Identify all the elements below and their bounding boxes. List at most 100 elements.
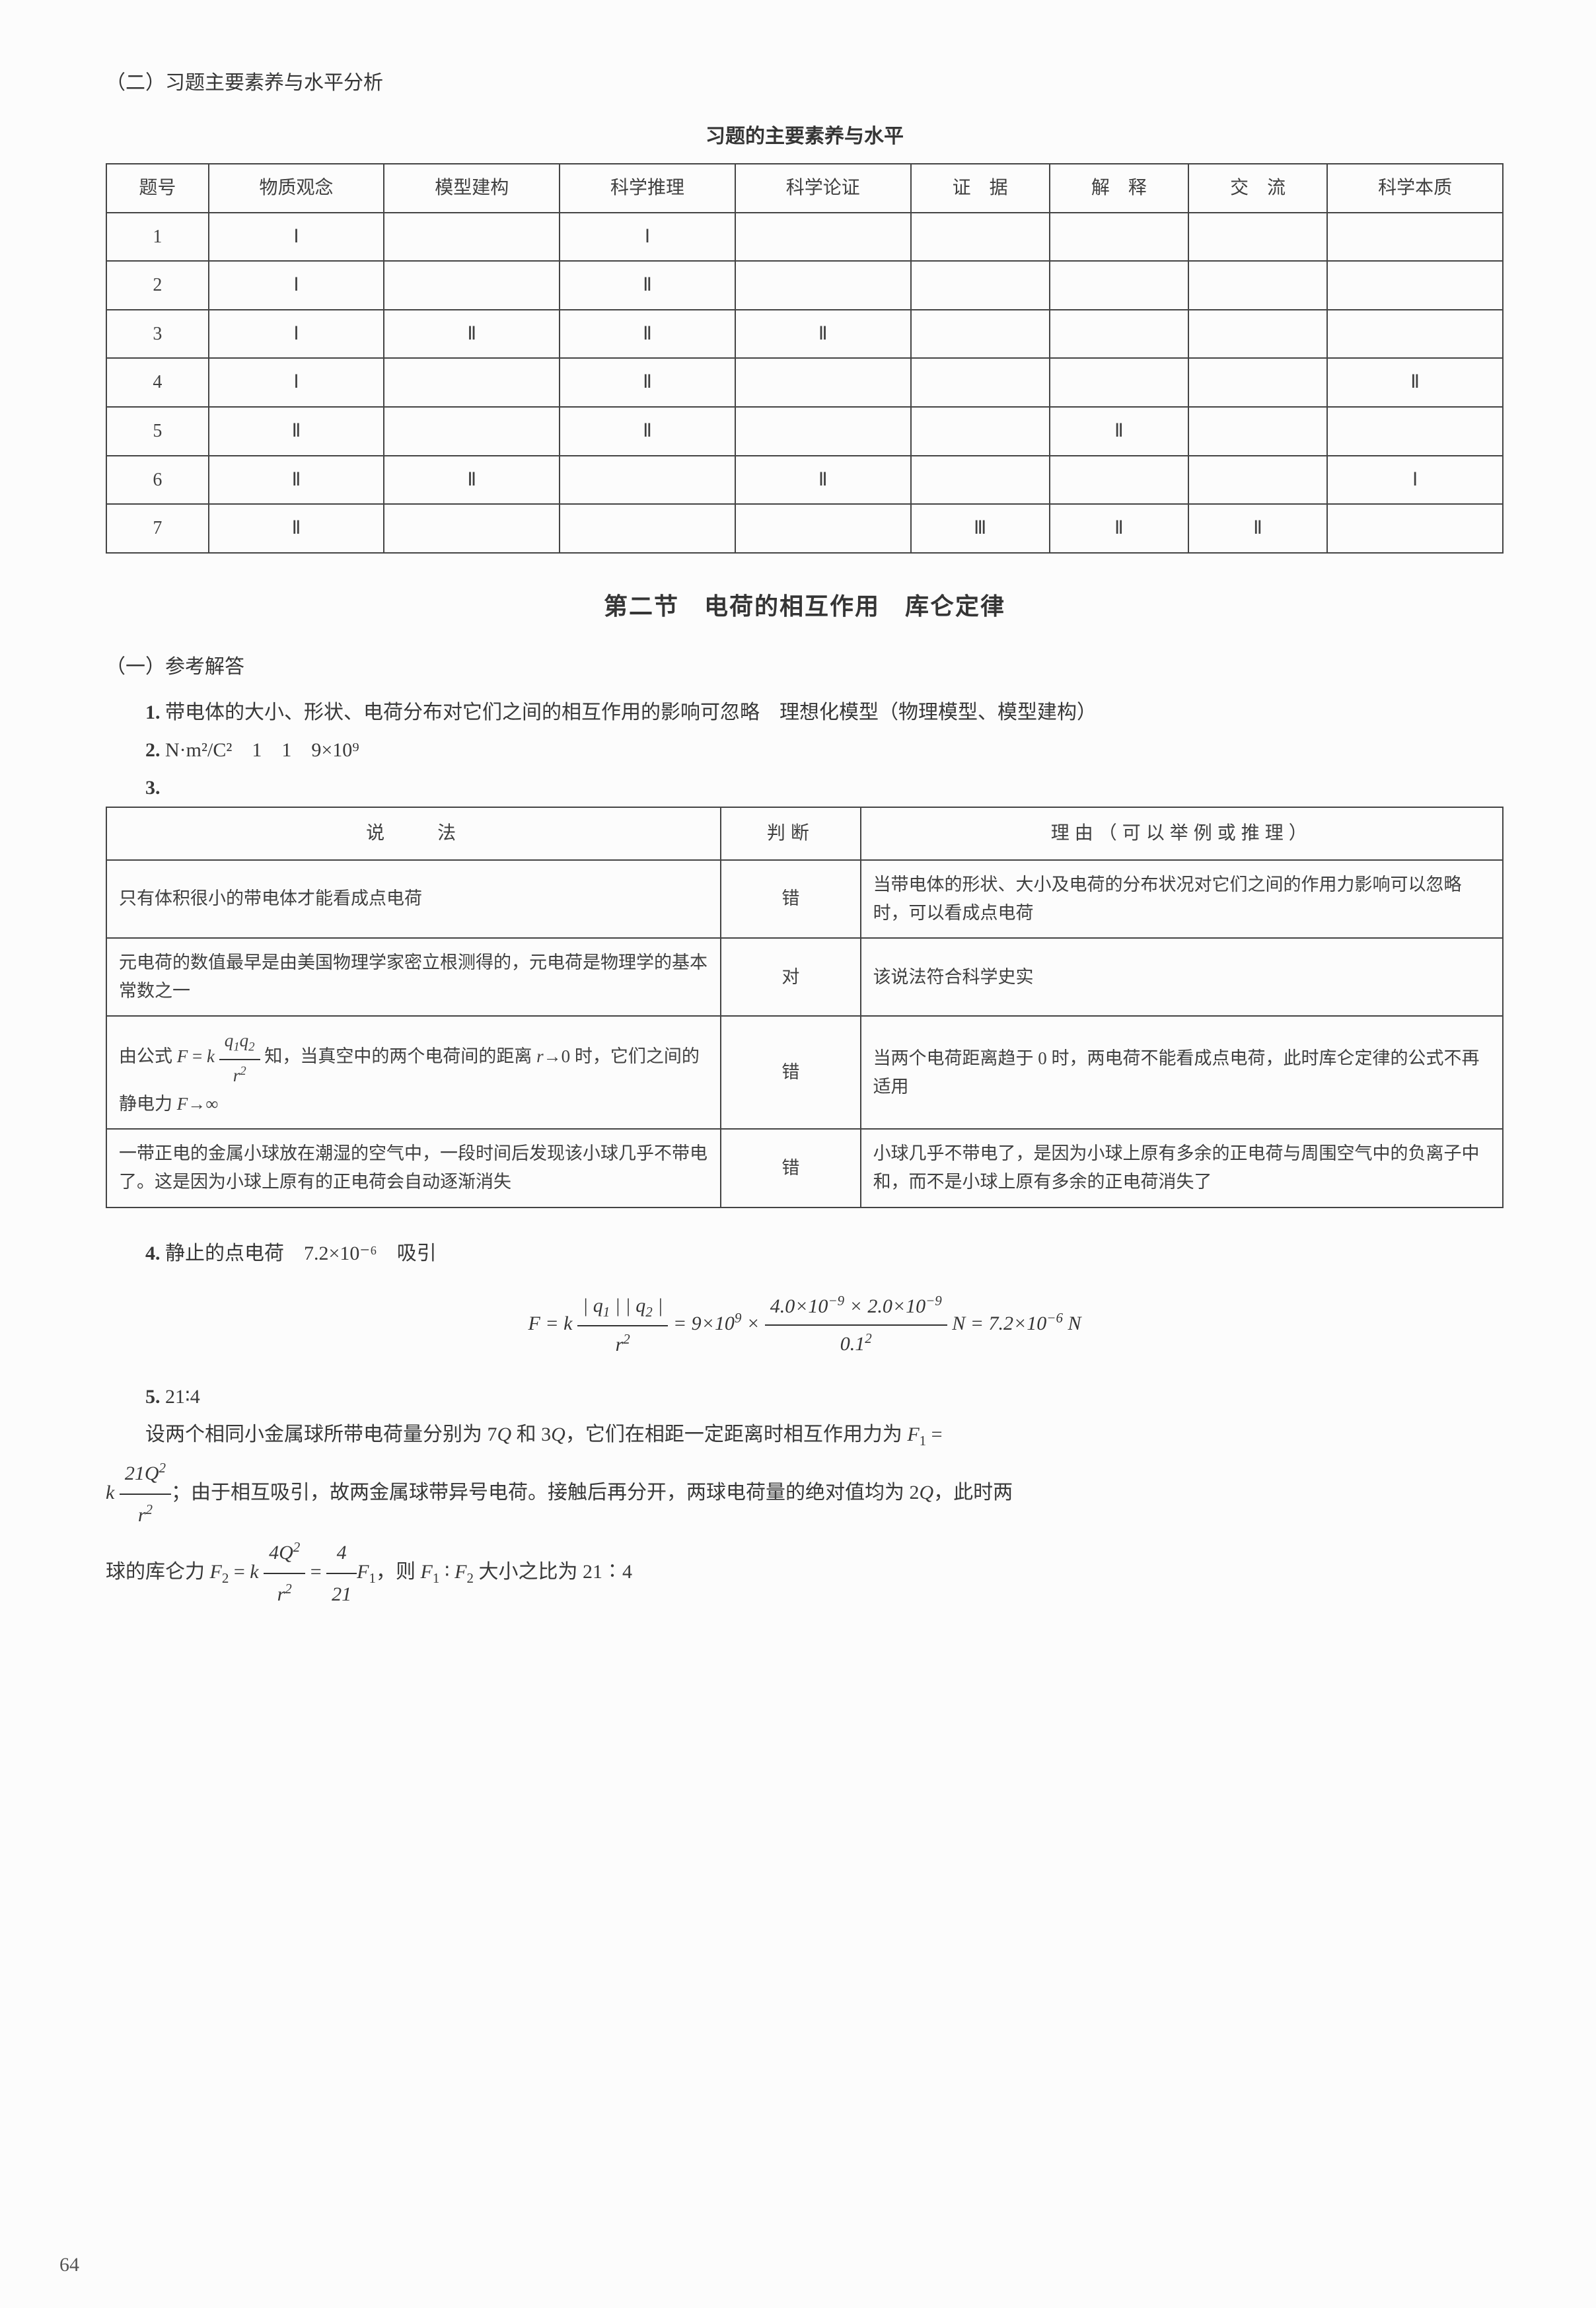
text: 设两个相同小金属球所带电荷量分别为 7	[145, 1424, 497, 1445]
table-cell	[1050, 456, 1188, 505]
table-cell: Ⅱ	[384, 310, 560, 359]
table-cell	[384, 358, 560, 407]
answer-text: 带电体的大小、形状、电荷分布对它们之间的相互作用的影响可忽略 理想化模型（物理模…	[161, 702, 1097, 723]
th: 判断	[721, 807, 860, 860]
table-row: 由公式 F = k q1q2r2 知，当真空中的两个电荷间的距离 r→0 时，它…	[106, 1016, 1503, 1129]
th: 交 流	[1188, 164, 1327, 213]
table-cell: 4	[106, 358, 209, 407]
table-cell-judgment: 错	[721, 860, 860, 938]
th: 物质观念	[209, 164, 384, 213]
th: 科学本质	[1327, 164, 1503, 213]
table-cell: Ⅰ	[560, 213, 735, 262]
table-cell: 7	[106, 504, 209, 553]
table-cell-reason: 小球几乎不带电了，是因为小球上原有多余的正电荷与周围空气中的负离子中和，而不是小…	[861, 1129, 1503, 1207]
table-cell	[560, 504, 735, 553]
text: ，则	[376, 1561, 421, 1583]
table-cell-judgment: 对	[721, 938, 860, 1016]
table-cell	[1050, 261, 1188, 310]
table-cell: Ⅱ	[1050, 407, 1188, 456]
table-cell-description: 一带正电的金属小球放在潮湿的空气中，一段时间后发现该小球几乎不带电了。这是因为小…	[106, 1129, 721, 1207]
table-cell	[384, 407, 560, 456]
table-row: 5ⅡⅡⅡ	[106, 407, 1503, 456]
table-cell: Ⅱ	[1327, 358, 1503, 407]
table-cell: Ⅰ	[1327, 456, 1503, 505]
table-cell-reason: 当带电体的形状、大小及电荷的分布状况对它们之间的作用力影响可以忽略时，可以看成点…	[861, 860, 1503, 938]
table-cell: Ⅰ	[209, 213, 384, 262]
answer-5-explanation-1: 设两个相同小金属球所带电荷量分别为 7Q 和 3Q，它们在相距一定距离时相互作用…	[106, 1416, 1504, 1455]
table-cell	[1050, 358, 1188, 407]
page-number: 64	[59, 2248, 79, 2282]
table-cell	[735, 504, 911, 553]
formula-f-equals: F = k | q1 | | q2 | r2 = 9×109 × 4.0×10−…	[106, 1289, 1504, 1362]
table-cell	[1327, 310, 1503, 359]
table-cell	[1188, 456, 1327, 505]
table-cell: Ⅲ	[911, 504, 1050, 553]
table-cell: 1	[106, 213, 209, 262]
table-cell	[1327, 407, 1503, 456]
text: ，此时两	[933, 1482, 1013, 1503]
table-cell	[911, 310, 1050, 359]
item-number: 5.	[145, 1386, 161, 1408]
table-header-row: 说 法 判断 理由（可以举例或推理）	[106, 807, 1503, 860]
answer-2: 2. N·m²/C² 1 1 9×10⁹	[106, 731, 1504, 769]
table-row: 只有体积很小的带电体才能看成点电荷错当带电体的形状、大小及电荷的分布状况对它们之…	[106, 860, 1503, 938]
table-row: 4Ⅰ Ⅱ Ⅱ	[106, 358, 1503, 407]
item-number: 2.	[145, 739, 161, 761]
table-cell: Ⅱ	[209, 504, 384, 553]
table-cell	[1188, 310, 1327, 359]
table-cell: Ⅰ	[209, 358, 384, 407]
table-cell: Ⅱ	[209, 407, 384, 456]
table-cell	[1188, 407, 1327, 456]
table-header-row: 题号 物质观念 模型建构 科学推理 科学论证 证 据 解 释 交 流 科学本质	[106, 164, 1503, 213]
th: 模型建构	[384, 164, 560, 213]
chapter-title: 第二节 电荷的相互作用 库仑定律	[106, 587, 1504, 627]
text: ，它们在相距一定距离时相互作用力为	[565, 1424, 908, 1445]
table-cell: Ⅱ	[1188, 504, 1327, 553]
table-cell-reason: 当两个电荷距离趋于 0 时，两电荷不能看成点电荷，此时库仑定律的公式不再适用	[861, 1016, 1503, 1129]
table-cell-description: 只有体积很小的带电体才能看成点电荷	[106, 860, 721, 938]
subsection-heading: （一）参考解答	[106, 650, 1504, 684]
table-cell	[384, 261, 560, 310]
table-cell-judgment: 错	[721, 1016, 860, 1129]
table-cell	[384, 504, 560, 553]
table-row: 7ⅡⅢⅡⅡ	[106, 504, 1503, 553]
table-cell: Ⅱ	[1050, 504, 1188, 553]
table-cell-reason: 该说法符合科学史实	[861, 938, 1503, 1016]
text: =	[926, 1424, 942, 1445]
table-cell-description: 由公式 F = k q1q2r2 知，当真空中的两个电荷间的距离 r→0 时，它…	[106, 1016, 721, 1129]
table-cell	[735, 358, 911, 407]
answer-5-explanation-2: k 21Q2 r2 ；由于相互吸引，故两金属球带异号电荷。接触后再分开，两球电荷…	[106, 1455, 1504, 1534]
table-row: 2ⅠⅡ	[106, 261, 1503, 310]
table-cell	[1050, 310, 1188, 359]
table-row: 3ⅠⅡⅡⅡ	[106, 310, 1503, 359]
table-cell	[911, 456, 1050, 505]
table-cell	[911, 407, 1050, 456]
item-number: 3.	[145, 777, 161, 799]
table-cell	[1327, 261, 1503, 310]
table-cell: Ⅱ	[560, 261, 735, 310]
competency-table: 题号 物质观念 模型建构 科学推理 科学论证 证 据 解 释 交 流 科学本质 …	[106, 163, 1504, 554]
answer-5: 5. 21∶4	[106, 1378, 1504, 1416]
th: 理由（可以举例或推理）	[861, 807, 1503, 860]
table-cell-description: 元电荷的数值最早是由美国物理学家密立根测得的，元电荷是物理学的基本常数之一	[106, 938, 721, 1016]
table-cell-judgment: 错	[721, 1129, 860, 1207]
table-cell: Ⅱ	[560, 407, 735, 456]
table-cell	[1188, 261, 1327, 310]
text: 球的库仑力	[106, 1561, 210, 1583]
table-cell	[1188, 213, 1327, 262]
table-cell	[735, 213, 911, 262]
th: 证 据	[911, 164, 1050, 213]
text: ；由于相互吸引，故两金属球带异号电荷。接触后再分开，两球电荷量的绝对值均为 2	[171, 1482, 920, 1503]
answer-text: N·m²/C² 1 1 9×10⁹	[161, 739, 359, 761]
table-cell: Ⅱ	[560, 358, 735, 407]
table-row: 6ⅡⅡⅡⅠ	[106, 456, 1503, 505]
judgment-table: 说 法 判断 理由（可以举例或推理） 只有体积很小的带电体才能看成点电荷错当带电…	[106, 807, 1504, 1208]
table-cell: Ⅰ	[209, 261, 384, 310]
table1-caption: 习题的主要素养与水平	[106, 120, 1504, 153]
th: 科学推理	[560, 164, 735, 213]
answer-text: 静止的点电荷 7.2×10⁻⁶ 吸引	[161, 1243, 437, 1264]
table-cell	[1327, 504, 1503, 553]
table-cell: Ⅱ	[384, 456, 560, 505]
item-number: 1.	[145, 702, 161, 723]
table-cell	[560, 456, 735, 505]
